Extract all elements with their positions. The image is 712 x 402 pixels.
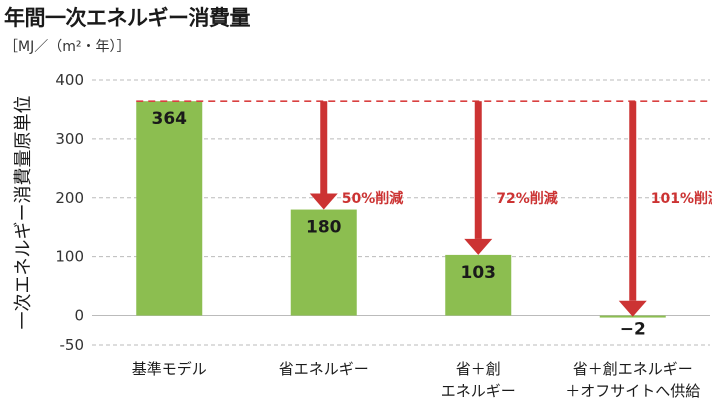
- reduction-label: 72%削減: [496, 190, 558, 207]
- x-tick-label: エネルギー: [441, 382, 516, 400]
- reduction-arrow-shaft: [629, 101, 637, 301]
- reduction-arrow-shaft: [474, 101, 482, 239]
- y-tick-label: 0: [74, 307, 84, 325]
- y-tick-label: 300: [55, 130, 84, 148]
- x-tick-label: 省＋創エネルギー: [573, 360, 693, 378]
- y-tick-label: 200: [55, 189, 84, 207]
- x-tick-label: 省エネルギー: [279, 360, 369, 378]
- data-label: 180: [306, 218, 342, 238]
- y-tick-label: 100: [55, 248, 84, 266]
- bar: [136, 101, 203, 316]
- reduction-arrow-shaft: [320, 101, 328, 194]
- data-label: 364: [152, 109, 188, 129]
- x-tick-label: ＋オフサイトへ供給: [565, 382, 700, 400]
- bar: [290, 209, 357, 316]
- unit-label: ［MJ／（m²・年）］: [4, 39, 131, 55]
- reduction-label: 101%削減: [651, 190, 712, 207]
- y-tick-label: -50: [60, 336, 85, 354]
- chart-title: 年間一次エネルギー消費量: [4, 6, 251, 30]
- reduction-arrow-head: [309, 193, 338, 210]
- bar: [445, 254, 512, 316]
- y-axis-label: 一次エネルギー消費量原単位: [13, 96, 34, 330]
- data-label: −2: [620, 320, 646, 340]
- reduction-arrow-head: [618, 300, 647, 317]
- x-tick-label: 基準モデル: [132, 360, 207, 378]
- y-tick-label: 400: [55, 71, 84, 89]
- reduction-arrow-head: [464, 238, 493, 255]
- x-tick-label: 省＋創: [456, 360, 501, 378]
- data-label: 103: [461, 263, 497, 283]
- reduction-label: 50%削減: [342, 190, 404, 207]
